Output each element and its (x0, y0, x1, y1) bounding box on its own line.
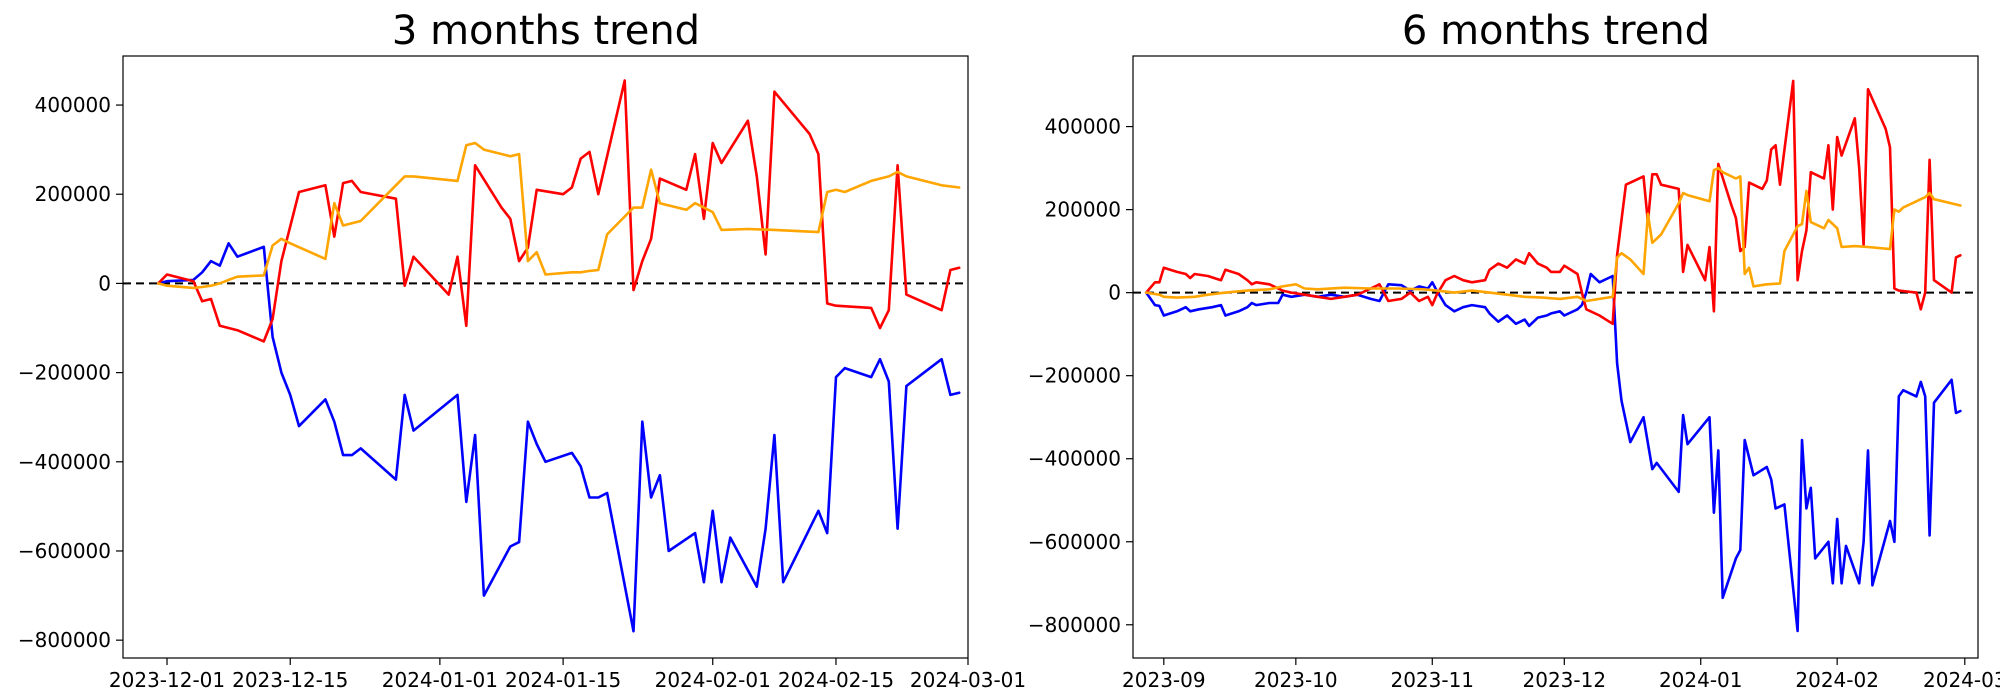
series-line-2 (156, 79, 961, 343)
x-tick-label: 2023-10 (1254, 668, 1338, 692)
x-tick-label: 2023-11 (1390, 668, 1474, 692)
y-tick-label: 200000 (35, 182, 111, 206)
x-tick-label: 2024-03 (1923, 668, 2000, 692)
y-tick-label: −600000 (1028, 530, 1121, 554)
left-chart-panel: 3 months trend 400000 200000 0 −200000 −40000… (18, 8, 1026, 692)
series-line-3 (156, 141, 961, 290)
x-tick-label: 2023-12 (1523, 668, 1607, 692)
x-tick-label: 2023-12-15 (232, 668, 348, 692)
series-line-3 (1144, 166, 1962, 303)
chart-title: 6 months trend (1402, 8, 1710, 54)
x-tick-label: 2024-01-01 (382, 668, 498, 692)
y-tick-label: −200000 (18, 361, 111, 385)
y-tick-label: 400000 (35, 93, 111, 117)
y-tick-label: −800000 (18, 628, 111, 652)
y-tick-label: −800000 (1028, 613, 1121, 637)
x-tick-label: 2024-02-15 (778, 668, 894, 692)
x-tick-label: 2024-03-01 (910, 668, 1026, 692)
x-tick-label: 2024-01-15 (505, 668, 621, 692)
x-tick-label: 2024-01 (1659, 668, 1743, 692)
right-chart-panel: 6 months trend 400000 200000 0 −200000 −40000… (1028, 8, 2000, 692)
y-tick-label: −400000 (18, 450, 111, 474)
plot-area-frame (1132, 55, 1979, 659)
plot-area-frame (122, 55, 969, 659)
y-tick-label: 200000 (1045, 198, 1121, 222)
y-tick-label: 0 (98, 271, 111, 295)
x-tick-label: 2024-02 (1795, 668, 1879, 692)
y-tick-label: 0 (1108, 281, 1121, 305)
x-tick-label: 2024-02-01 (655, 668, 771, 692)
x-tick-label: 2023-09 (1122, 668, 1206, 692)
chart-title: 3 months trend (392, 8, 700, 54)
x-tick-label: 2023-12-01 (109, 668, 225, 692)
y-tick-label: 400000 (1045, 115, 1121, 139)
y-tick-label: −600000 (18, 539, 111, 563)
series-line-1 (156, 242, 961, 633)
y-tick-label: −200000 (1028, 364, 1121, 388)
series-line-2 (1144, 79, 1962, 326)
y-tick-label: −400000 (1028, 447, 1121, 471)
